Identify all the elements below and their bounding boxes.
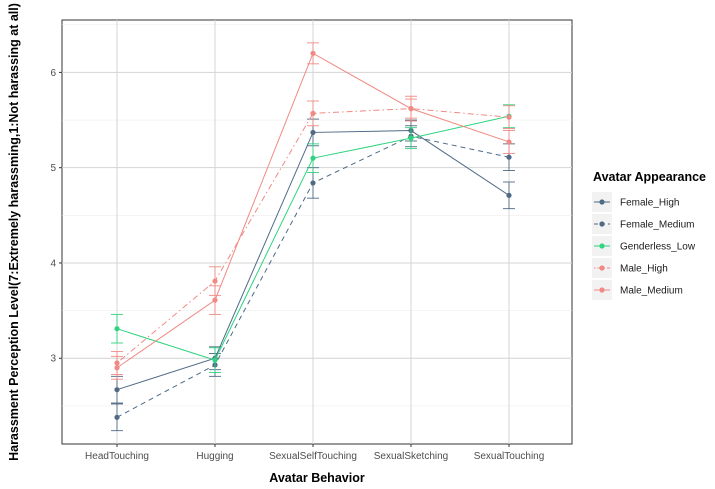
legend-label: Female_Medium [620,220,694,231]
legend-key-point [599,243,605,249]
data-point [506,114,512,120]
x-tick-label: Hugging [196,451,233,462]
data-point [506,139,512,145]
x-axis-title: Avatar Behavior [269,471,365,485]
data-point [114,387,120,393]
data-point [506,154,512,160]
y-axis: 3 4 5 6 [50,68,62,365]
x-tick-label: HeadTouching [85,451,149,462]
y-axis-title: Harassment Perception Level(7:Extremely … [7,3,21,461]
data-point [310,129,316,136]
data-point [408,106,414,112]
data-point [212,297,218,303]
series-line [116,108,510,364]
legend-label: Male_Medium [620,286,683,297]
data-point [310,155,316,161]
legend-key-point [599,199,605,205]
x-axis: HeadTouching Hugging SexualSelfTouching Sex… [85,444,544,462]
legend-key-point [599,287,605,293]
data-point [506,192,512,198]
legend-label: Female_High [620,198,679,209]
legend: Avatar Appearance Female_High Female_Medi… [592,170,706,300]
data-point [310,110,316,116]
x-tick-label: SexualTouching [474,451,545,462]
data-point [212,278,218,284]
data-point [114,365,120,371]
plot-panel [61,19,573,445]
legend-label: Male_High [620,264,668,275]
data-point [114,326,120,332]
legend-key-point [599,221,605,227]
data-point [212,357,218,363]
legend-label: Genderless_Low [620,242,696,253]
y-tick-label: 6 [50,68,56,79]
data-point [408,135,414,141]
y-tick-label: 4 [50,258,56,269]
data-point [310,180,316,186]
series-layer [111,42,515,432]
y-tick-label: 3 [50,354,56,365]
x-tick-label: SexualSelfTouching [269,451,357,462]
x-tick-label: SexualSketching [374,451,449,462]
data-point [114,414,120,420]
legend-title: Avatar Appearance [593,170,706,184]
legend-key-point [599,265,605,271]
y-tick-label: 5 [50,163,56,174]
series-male-medium [111,42,515,380]
data-point [310,50,316,56]
